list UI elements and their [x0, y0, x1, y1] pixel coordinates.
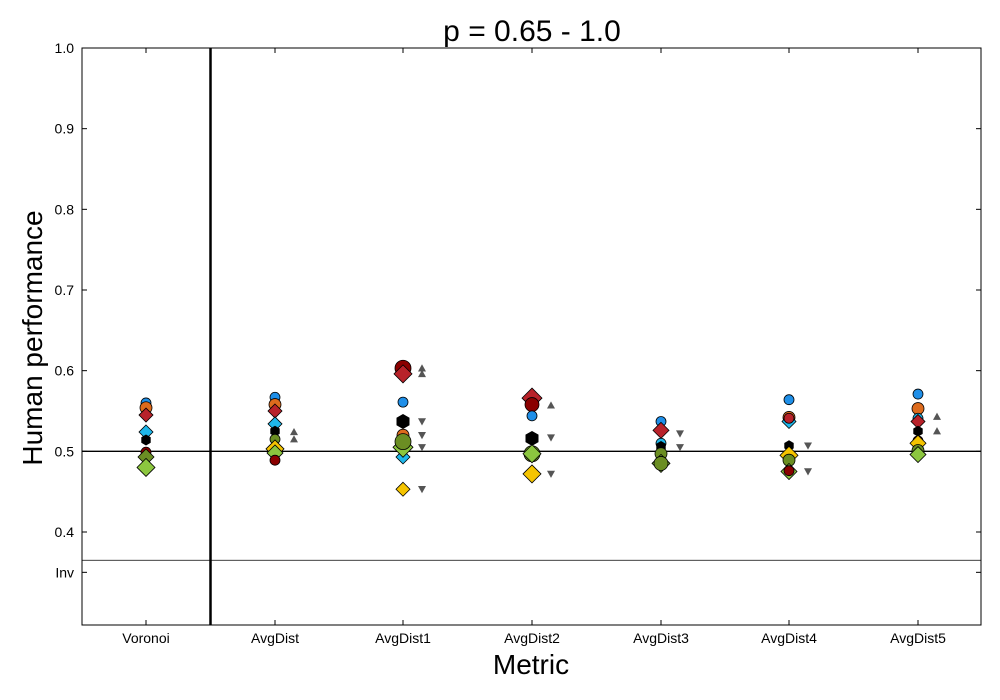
chart-title: p = 0.65 - 1.0: [443, 15, 621, 48]
x-tick-label: AvgDist3: [633, 630, 689, 646]
x-tick-label: AvgDist2: [504, 630, 560, 646]
y-axis-ticks: 1.0 0.9 0.8 0.7 0.6 0.5 0.4 Inv: [55, 40, 981, 580]
data-point-hexagon: [396, 414, 410, 429]
data-point-circle: [526, 410, 538, 422]
data-point-triangle-up: [290, 435, 298, 443]
data-point-circle: [524, 397, 540, 412]
data-point-diamond: [522, 444, 542, 464]
data-point-triangle-up: [290, 427, 298, 436]
x-tick-label: AvgDist4: [761, 630, 817, 646]
data-point-circle: [783, 465, 795, 477]
data-point-triangle-up: [547, 401, 555, 409]
data-point-circle: [912, 388, 924, 400]
data-point-triangle-up: [933, 412, 941, 420]
data-point-triangle-down: [418, 444, 426, 452]
data-point-diamond: [393, 364, 413, 384]
y-tick-label: 0.6: [55, 363, 75, 379]
y-tick-label: 0.5: [55, 443, 75, 459]
y-tick-label: 0.7: [55, 282, 75, 298]
data-point-circle: [397, 396, 409, 408]
data-point-triangle-down: [547, 434, 555, 442]
data-point-triangle-up: [418, 369, 426, 378]
data-point-triangle-down: [418, 418, 426, 426]
data-point-triangle-down: [418, 432, 426, 440]
y-tick-label: 0.4: [55, 524, 75, 540]
x-axis-ticks: Voronoi AvgDist AvgDist1 AvgDist2 AvgDist3 Av…: [122, 48, 946, 646]
data-point-diamond: [395, 481, 411, 497]
data-point-hexagon: [525, 430, 539, 446]
data-point-circle: [783, 412, 795, 424]
data-point-triangle-up: [933, 427, 941, 435]
x-tick-label: AvgDist5: [890, 630, 946, 646]
x-axis-label: Metric: [493, 649, 569, 680]
data-point-triangle-down: [804, 442, 812, 450]
data-point-circle: [394, 433, 412, 451]
x-tick-label: Voronoi: [122, 630, 169, 646]
data-point-circle: [911, 402, 925, 415]
data-point-diamond: [909, 445, 927, 464]
y-axis-label: Human performance: [17, 210, 48, 465]
y-tick-label: 1.0: [55, 40, 75, 56]
data-point-triangle-down: [676, 444, 684, 452]
y-tick-label: 0.8: [55, 201, 75, 217]
data-point-diamond: [522, 464, 542, 484]
plot-area: [81, 47, 982, 626]
data-point-triangle-down: [804, 468, 812, 476]
x-tick-label: AvgDist1: [375, 630, 431, 646]
data-point-hexagon: [913, 425, 923, 437]
data-point-circle: [269, 454, 281, 466]
data-point-triangle-up: [418, 364, 426, 372]
x-tick-label: AvgDist: [251, 630, 299, 646]
data-points: [136, 359, 941, 497]
data-point-hexagon: [141, 434, 151, 446]
y-tick-label: 0.9: [55, 121, 75, 137]
y-tick-label: Inv: [55, 564, 74, 580]
data-point-circle: [783, 394, 795, 406]
data-point-circle: [653, 456, 669, 471]
data-point-diamond: [138, 407, 154, 423]
data-point-triangle-down: [676, 430, 684, 438]
data-point-triangle-down: [547, 470, 555, 478]
data-point-diamond: [136, 457, 156, 478]
data-point-triangle-down: [418, 486, 426, 494]
